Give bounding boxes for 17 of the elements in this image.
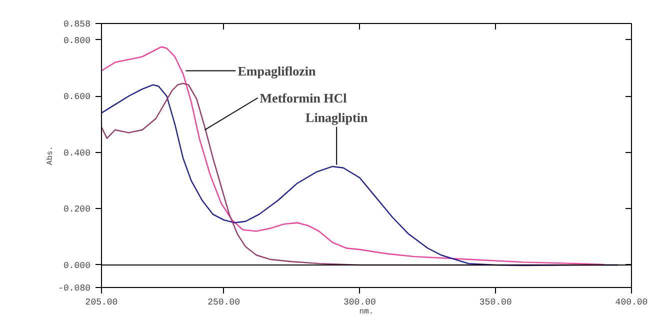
- x-tick-label: 400.00: [615, 298, 648, 308]
- y-tick-label: 0.800: [63, 36, 91, 46]
- annotation: Empagliflozin: [238, 63, 317, 78]
- x-tick-label: 205.00: [85, 298, 118, 308]
- x-tick-label: 350.00: [479, 298, 512, 308]
- y-axis-title: Abs.: [46, 146, 56, 166]
- x-tick-label: 250.00: [208, 298, 240, 308]
- annotation: Linagliptin: [306, 110, 368, 125]
- y-tick-label: -0.080: [58, 284, 90, 294]
- y-tick-label: 0.600: [63, 92, 91, 102]
- y-tick-label: 0.400: [63, 148, 91, 158]
- y-tick-label: 0.200: [63, 204, 91, 215]
- x-tick-label: 300.00: [344, 298, 376, 308]
- y-tick-label: 0.000: [63, 260, 91, 271]
- annotation: Metformin HCl: [260, 90, 348, 106]
- y-tick-label: 0.858: [63, 20, 91, 30]
- x-axis-title: nm.: [359, 308, 374, 316]
